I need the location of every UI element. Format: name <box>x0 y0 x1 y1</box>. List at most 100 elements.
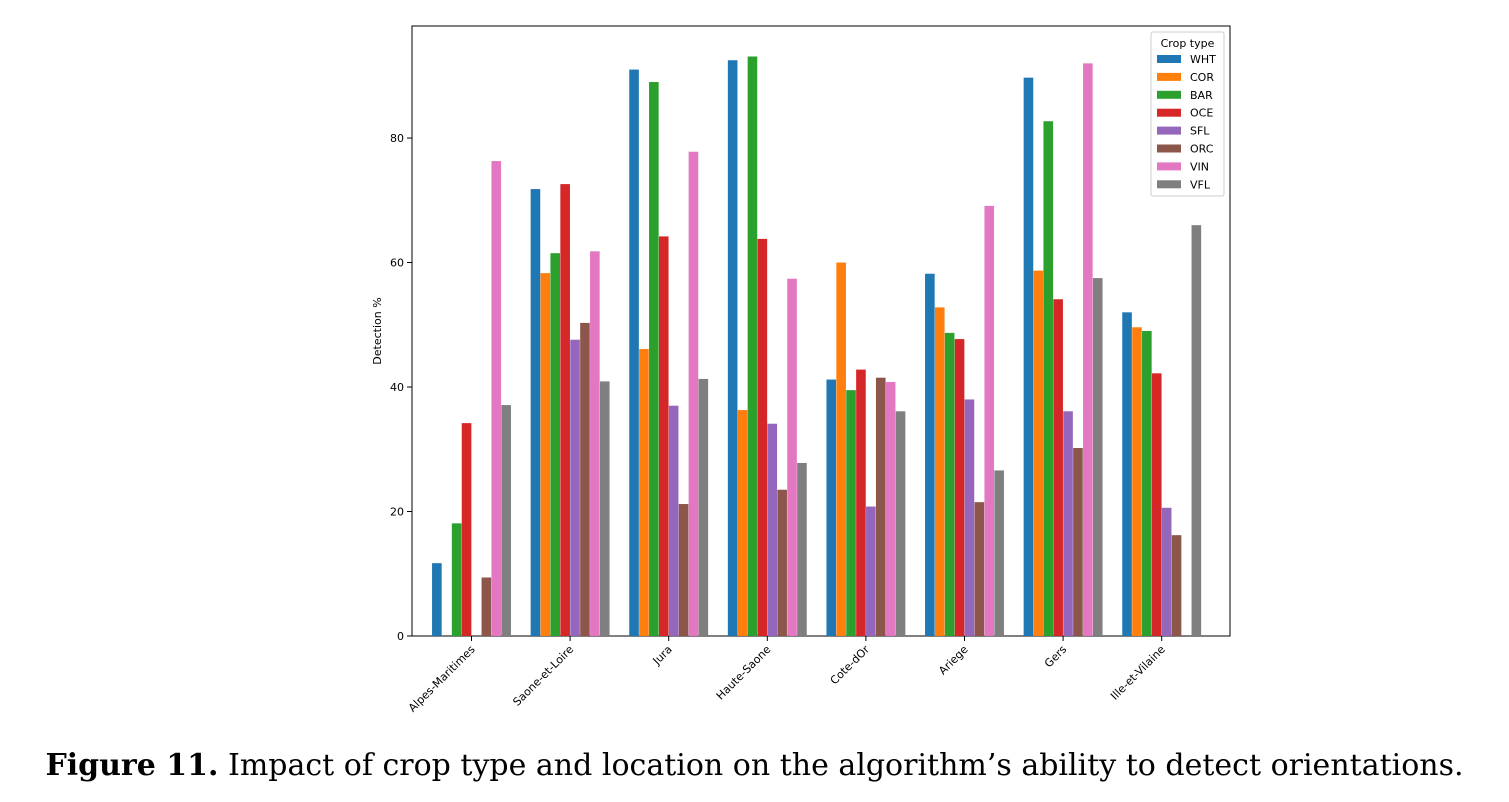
bar-oce-ille-et-vilaine <box>1151 373 1162 636</box>
bar-bar-ille-et-vilaine <box>1142 331 1152 636</box>
x-tick-label: Gers <box>1042 643 1069 670</box>
bar-cor-haute-saone <box>737 410 748 636</box>
x-tick-label: Ille-et-Vilaine <box>1108 643 1168 703</box>
bar-wht-ille-et-vilaine <box>1122 312 1132 636</box>
bar-cor-cote-dor <box>836 262 846 636</box>
bar-bar-haute-saone <box>747 56 758 636</box>
bar-wht-saone-et-loire <box>530 189 541 636</box>
bar-vfl-saone-et-loire <box>599 381 610 636</box>
bar-cor-ille-et-vilaine <box>1132 327 1142 636</box>
legend-swatch-oce <box>1157 108 1181 117</box>
legend-label-vin: VIN <box>1190 160 1209 173</box>
bar-bar-alpes-maritimes <box>451 523 462 636</box>
bar-orc-saone-et-loire <box>580 322 590 636</box>
bar-oce-gers <box>1053 299 1063 636</box>
x-tick-label: Ariege <box>936 643 971 678</box>
legend: Crop type WHT COR BAR OCE SFL ORC VIN VFL <box>1150 31 1225 197</box>
x-tick-label: Cote-dOr <box>828 643 873 688</box>
bar-oce-saone-et-loire <box>560 184 570 636</box>
legend-label-orc: ORC <box>1190 143 1214 156</box>
y-tick-label: 60 <box>390 257 404 270</box>
y-axis-label: Detection % <box>371 297 384 364</box>
legend-swatch-vin <box>1157 162 1181 171</box>
bar-vin-saone-et-loire <box>590 251 600 636</box>
x-tick-label: Saone-et-Loire <box>510 643 576 709</box>
bar-wht-cote-dor <box>826 379 837 636</box>
legend-label-wht: WHT <box>1190 53 1216 66</box>
y-tick-label: 40 <box>390 381 404 394</box>
bar-vfl-haute-saone <box>797 462 807 636</box>
bar-wht-ariege <box>925 273 935 636</box>
bar-orc-alpes-maritimes <box>481 577 492 636</box>
bars-group <box>432 56 1202 637</box>
bar-vfl-alpes-maritimes <box>501 405 511 636</box>
bar-vin-cote-dor <box>885 382 896 636</box>
bar-bar-cote-dor <box>846 390 856 636</box>
bar-sfl-ariege <box>964 399 975 636</box>
bar-bar-jura <box>649 82 659 636</box>
legend-title: Crop type <box>1161 37 1215 50</box>
legend-items: WHT COR BAR OCE SFL ORC VIN VFL <box>1157 53 1216 191</box>
bar-oce-ariege <box>954 339 965 636</box>
bar-vin-ariege <box>984 205 995 636</box>
legend-swatch-vfl <box>1157 180 1181 189</box>
bar-oce-alpes-maritimes <box>461 423 472 636</box>
legend-swatch-wht <box>1157 55 1181 63</box>
x-tick-label: Haute-Saone <box>714 643 774 703</box>
bar-vin-jura <box>688 151 699 637</box>
bar-cor-saone-et-loire <box>540 273 551 636</box>
legend-swatch-orc <box>1157 144 1181 153</box>
y-tick-label: 20 <box>390 506 404 519</box>
legend-label-oce: OCE <box>1190 107 1213 120</box>
figure-caption: Figure 11. Impact of crop type and locat… <box>0 748 1509 783</box>
y-axis: 0 20 40 60 80 <box>390 132 412 643</box>
bar-orc-ille-et-vilaine <box>1171 535 1182 636</box>
bar-cor-ariege <box>934 307 945 636</box>
bar-orc-gers <box>1073 448 1083 636</box>
bar-bar-saone-et-loire <box>550 253 561 636</box>
bar-vin-haute-saone <box>787 278 797 636</box>
caption-label: Figure 11. <box>45 748 219 783</box>
bar-orc-ariege <box>974 502 985 636</box>
bar-wht-alpes-maritimes <box>432 563 442 636</box>
legend-label-bar: BAR <box>1190 89 1213 102</box>
bar-wht-jura <box>629 69 639 636</box>
bar-vfl-cote-dor <box>895 411 906 636</box>
bar-vfl-gers <box>1092 278 1103 636</box>
legend-label-cor: COR <box>1190 71 1214 84</box>
bar-orc-jura <box>678 504 689 636</box>
bar-oce-cote-dor <box>856 369 866 636</box>
bar-bar-ariege <box>944 332 955 636</box>
legend-label-sfl: SFL <box>1190 125 1210 138</box>
bar-sfl-cote-dor <box>866 506 876 636</box>
legend-swatch-cor <box>1157 72 1181 81</box>
caption-text: Impact of crop type and location on the … <box>218 748 1464 783</box>
y-tick-label: 80 <box>390 132 404 145</box>
bar-vin-alpes-maritimes <box>491 161 502 636</box>
legend-swatch-sfl <box>1157 126 1181 135</box>
legend-label-vfl: VFL <box>1190 178 1211 191</box>
bar-wht-gers <box>1023 77 1034 636</box>
bar-vfl-ille-et-vilaine <box>1191 225 1202 636</box>
y-tick-label: 0 <box>397 630 404 643</box>
bar-sfl-saone-et-loire <box>570 339 580 636</box>
bar-cor-jura <box>639 349 649 636</box>
bar-cor-gers <box>1033 270 1044 636</box>
bar-sfl-ille-et-vilaine <box>1161 507 1172 636</box>
bar-orc-cote-dor <box>875 377 886 636</box>
bar-sfl-jura <box>668 405 679 636</box>
bar-vfl-ariege <box>994 470 1004 636</box>
bar-orc-haute-saone <box>777 489 787 636</box>
bar-bar-gers <box>1043 121 1054 637</box>
legend-swatch-bar <box>1157 90 1181 99</box>
bar-oce-jura <box>658 236 669 636</box>
bar-sfl-gers <box>1063 411 1073 636</box>
x-axis: Alpes-Maritimes Saone-et-Loire Jura Haute-S… <box>406 636 1168 715</box>
bar-vfl-jura <box>698 378 709 636</box>
bar-wht-haute-saone <box>727 60 738 637</box>
plot-frame <box>411 25 1231 637</box>
bar-vin-gers <box>1083 63 1093 637</box>
x-tick-label: Alpes-Maritimes <box>406 643 478 715</box>
bar-chart: 0 20 40 60 80 Alpes-Maritimes Saone-et-Loire J… <box>371 25 1231 715</box>
bar-sfl-haute-saone <box>767 423 778 636</box>
